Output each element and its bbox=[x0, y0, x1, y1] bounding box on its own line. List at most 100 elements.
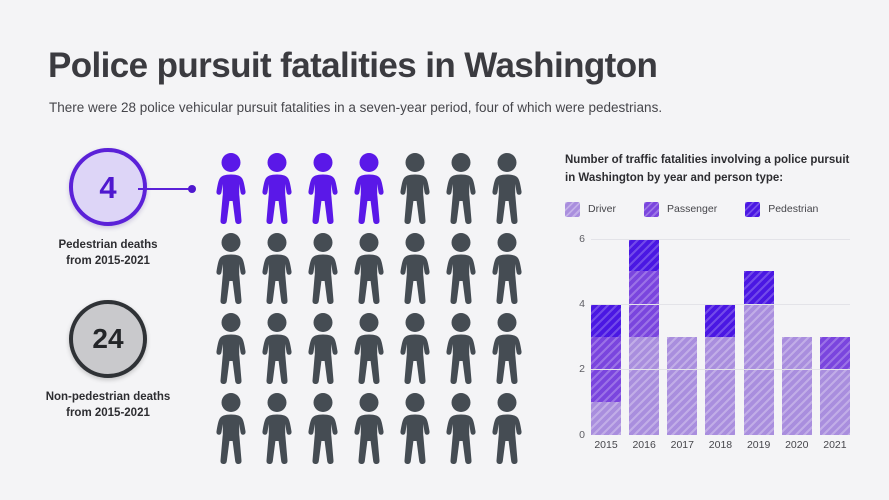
bar-column-2019[interactable] bbox=[743, 239, 774, 435]
gridline bbox=[591, 303, 850, 305]
pictogram-cell bbox=[392, 150, 438, 230]
chart-x-axis: 2015 2016 2017 2018 2019 2020 2021 bbox=[591, 439, 850, 451]
x-axis-tick: 2016 bbox=[632, 438, 656, 451]
x-axis-tick: 2018 bbox=[708, 438, 733, 451]
bar-segment-driver[interactable] bbox=[591, 401, 621, 435]
pictogram-cell bbox=[392, 390, 438, 470]
person-icon bbox=[308, 233, 338, 305]
badge-connector bbox=[138, 185, 200, 193]
person-icon bbox=[446, 393, 476, 465]
person-icon bbox=[446, 153, 476, 225]
pictogram-cell bbox=[346, 150, 392, 230]
pictogram-cell bbox=[438, 150, 484, 230]
person-icon bbox=[262, 233, 292, 305]
pictogram-cell bbox=[208, 230, 254, 310]
bar-segment-driver[interactable] bbox=[667, 336, 698, 435]
pictogram-cell bbox=[300, 230, 346, 310]
chart-title-line1: Number of traffic fatalities involving a… bbox=[565, 154, 850, 166]
nonpedestrian-caption: Non-pedestrian deaths from 2015-2021 bbox=[2, 389, 214, 422]
pictogram-cell bbox=[484, 390, 530, 470]
person-icon bbox=[446, 313, 476, 385]
nonpedestrian-caption-line2: from 2015-2021 bbox=[66, 407, 150, 420]
x-axis-tick: 2020 bbox=[785, 438, 809, 451]
bar-segment-driver[interactable] bbox=[781, 336, 812, 435]
person-icon bbox=[354, 153, 384, 225]
legend-label-pedestrian: Pedestrian bbox=[768, 203, 819, 216]
pictogram-cell bbox=[254, 310, 300, 390]
bar-segment-driver[interactable] bbox=[819, 369, 850, 435]
pictogram-cell bbox=[484, 230, 530, 310]
y-axis-tick: 4 bbox=[579, 297, 585, 310]
person-icon bbox=[308, 313, 338, 385]
bar-column-2018[interactable] bbox=[705, 239, 736, 435]
person-icon bbox=[400, 313, 430, 385]
person-icon bbox=[262, 313, 292, 385]
person-icon bbox=[492, 393, 522, 465]
gridline bbox=[591, 369, 850, 371]
person-icon bbox=[216, 313, 246, 385]
bar-column-2017[interactable] bbox=[667, 239, 698, 435]
bar-segment-pedestrian[interactable] bbox=[705, 303, 736, 337]
pictogram-cell bbox=[392, 230, 438, 310]
person-icon bbox=[354, 393, 384, 465]
legend-item-passenger[interactable]: Passenger bbox=[644, 201, 718, 217]
person-icon bbox=[400, 393, 430, 465]
chart-plot-wrap: 2015 2016 2017 2018 2019 2020 2021 0 2 4 6 bbox=[565, 233, 850, 458]
bar-segment-driver[interactable] bbox=[705, 336, 736, 435]
page-subtitle: There were 28 police vehicular pursuit f… bbox=[49, 100, 663, 115]
pictogram-cell bbox=[438, 230, 484, 310]
chart-title: Number of traffic fatalities involving a… bbox=[565, 152, 850, 188]
pictogram-cell bbox=[300, 390, 346, 470]
person-icon bbox=[446, 233, 476, 305]
person-icon bbox=[492, 313, 522, 385]
person-icon bbox=[216, 393, 246, 465]
bar-column-2016[interactable] bbox=[629, 238, 660, 435]
chart-bars bbox=[591, 238, 850, 435]
people-pictogram bbox=[208, 150, 530, 470]
bar-column-2020[interactable] bbox=[781, 239, 812, 435]
bar-segment-pedestrian[interactable] bbox=[743, 271, 774, 304]
x-axis-tick: 2017 bbox=[670, 438, 694, 451]
connector-dot bbox=[188, 185, 196, 193]
pictogram-cell bbox=[392, 310, 438, 390]
bar-column-2015[interactable] bbox=[591, 239, 621, 435]
pedestrian-caption: Pedestrian deaths from 2015-2021 bbox=[2, 237, 214, 270]
pedestrian-count-value: 4 bbox=[99, 169, 117, 205]
legend-item-pedestrian[interactable]: Pedestrian bbox=[745, 201, 819, 217]
person-icon bbox=[354, 313, 384, 385]
y-axis-tick: 0 bbox=[579, 428, 585, 441]
pictogram-cell bbox=[254, 150, 300, 230]
chart-title-line2: in Washington by year and person type: bbox=[565, 171, 784, 184]
bar-segment-pedestrian[interactable] bbox=[591, 303, 621, 337]
bar-column-2021[interactable] bbox=[819, 239, 850, 435]
bar-segment-driver[interactable] bbox=[629, 336, 660, 435]
connector-line bbox=[138, 188, 192, 190]
person-icon bbox=[354, 233, 384, 305]
legend-label-passenger: Passenger bbox=[667, 203, 718, 216]
bar-segment-pedestrian[interactable] bbox=[629, 238, 660, 272]
pedestrian-count-badge: 4 bbox=[69, 148, 147, 226]
pictogram-cell bbox=[300, 150, 346, 230]
person-icon bbox=[216, 233, 246, 305]
legend-label-driver: Driver bbox=[588, 203, 616, 216]
pictogram-cell bbox=[346, 390, 392, 470]
pictogram-cell bbox=[438, 310, 484, 390]
y-axis-tick: 6 bbox=[579, 232, 585, 245]
bar-segment-passenger[interactable] bbox=[819, 336, 850, 370]
chart-legend: Driver Passenger Pedestrian bbox=[565, 201, 865, 217]
pictogram-cell bbox=[254, 230, 300, 310]
pictogram-cell bbox=[300, 310, 346, 390]
stat-nonpedestrian-deaths: 24 Non-pedestrian deaths from 2015-2021 bbox=[2, 300, 214, 422]
person-icon bbox=[216, 153, 246, 225]
person-icon bbox=[262, 393, 292, 465]
legend-item-driver[interactable]: Driver bbox=[565, 201, 616, 217]
pictogram-cell bbox=[208, 310, 254, 390]
gridline bbox=[591, 238, 850, 240]
x-axis-tick: 2021 bbox=[823, 438, 847, 451]
chart-panel: Number of traffic fatalities involving a… bbox=[565, 152, 865, 462]
legend-swatch-passenger bbox=[644, 201, 659, 217]
pictogram-cell bbox=[208, 390, 254, 470]
nonpedestrian-count-badge: 24 bbox=[69, 300, 147, 378]
y-axis-tick: 2 bbox=[579, 363, 585, 376]
pictogram-cell bbox=[484, 310, 530, 390]
